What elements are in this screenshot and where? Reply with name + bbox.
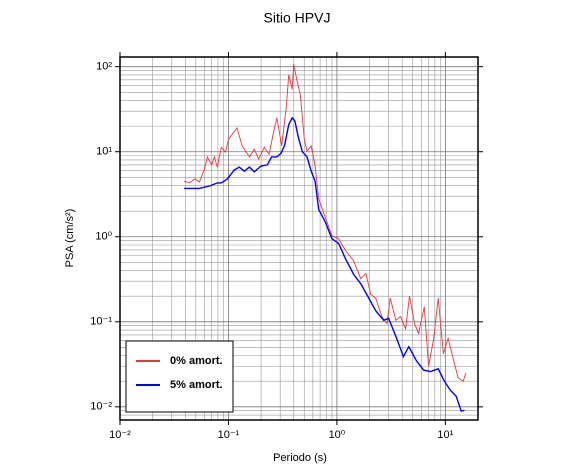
y-tick-label: 10⁰ bbox=[95, 231, 112, 243]
grid bbox=[119, 57, 478, 420]
chart-title: Sitio HPVJ bbox=[264, 10, 331, 26]
x-axis-label: Periodo (s) bbox=[273, 452, 327, 464]
plot-frame bbox=[119, 56, 479, 421]
y-tick-label: 10² bbox=[96, 61, 112, 73]
series-group bbox=[183, 64, 467, 412]
x-tick-label: 10⁻¹ bbox=[218, 429, 240, 441]
legend-label: 0% amort. bbox=[170, 355, 223, 367]
series-line bbox=[183, 64, 467, 382]
legend: 0% amort. 5% amort. bbox=[125, 340, 234, 413]
y-tick-label: 10¹ bbox=[96, 146, 112, 158]
legend-label: 5% amort. bbox=[170, 379, 223, 391]
x-tick-label: 10¹ bbox=[437, 429, 453, 441]
series-line bbox=[184, 116, 465, 412]
y-tick-label: 10⁻¹ bbox=[90, 316, 112, 328]
x-tick-label: 10⁰ bbox=[329, 429, 346, 441]
legend-box bbox=[125, 340, 234, 413]
y-axis-label: PSA (cm/s²) bbox=[64, 209, 76, 268]
x-tick-label: 10⁻² bbox=[109, 429, 131, 441]
y-tick-label: 10⁻² bbox=[90, 401, 112, 413]
